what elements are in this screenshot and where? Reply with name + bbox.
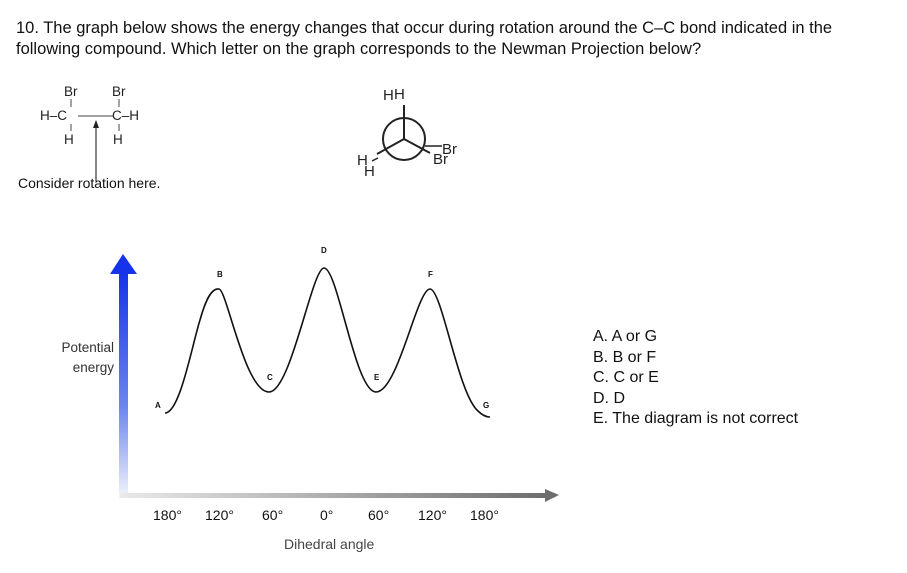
group-left: H–C bbox=[40, 108, 68, 123]
answer-e[interactable]: E. The diagram is not correct bbox=[593, 410, 799, 427]
answer-b[interactable]: B. B or F bbox=[593, 348, 657, 366]
point-label-g: G bbox=[483, 401, 490, 410]
point-label-c: C bbox=[267, 373, 273, 382]
energy-curve bbox=[164, 267, 491, 418]
x-tick-5: 60° bbox=[368, 507, 390, 523]
newman-back-bond-left bbox=[371, 157, 379, 162]
newman-bond-right bbox=[403, 138, 431, 154]
newman-front-right: Br bbox=[442, 141, 457, 158]
newman-bond-left bbox=[376, 138, 405, 155]
x-tick-4: 0° bbox=[320, 507, 334, 523]
y-axis-arrow-icon bbox=[110, 254, 137, 274]
y-axis-label: Potential energy bbox=[61, 340, 114, 375]
newman-front-left: H bbox=[357, 152, 368, 169]
answer-d[interactable]: D. D bbox=[593, 389, 625, 407]
answer-choices: A. A or G B. B or F C. C or E D. D E. Th… bbox=[593, 327, 798, 430]
group-right: C–H bbox=[112, 108, 140, 123]
question-text: 10. The graph below shows the energy cha… bbox=[16, 19, 833, 58]
x-tick-6: 120° bbox=[418, 507, 447, 523]
newman-back-top: H bbox=[394, 86, 405, 103]
point-label-d: D bbox=[321, 246, 327, 255]
newman-back-left: H bbox=[364, 163, 375, 180]
newman-projection bbox=[371, 105, 442, 162]
answer-a[interactable]: A. A or G bbox=[593, 328, 658, 345]
x-tick-2: 120° bbox=[205, 507, 234, 523]
molecule-bonds bbox=[70, 99, 120, 131]
atom-h-right: H bbox=[113, 132, 123, 147]
point-label-b: B bbox=[217, 270, 223, 279]
atom-h-left: H bbox=[64, 132, 74, 147]
x-tick-7: 180° bbox=[470, 507, 499, 523]
point-label-f: F bbox=[428, 270, 433, 279]
atom-br-right: Br bbox=[112, 84, 126, 99]
y-axis-bar bbox=[119, 272, 128, 498]
x-tick-1: 180° bbox=[153, 507, 182, 523]
rotation-arrow-icon bbox=[93, 120, 99, 181]
x-axis-arrow-icon bbox=[545, 489, 559, 502]
rotation-caption: Consider rotation here. bbox=[18, 175, 161, 191]
newman-back-right: Br bbox=[433, 151, 448, 168]
atom-br-left: Br bbox=[64, 84, 78, 99]
x-tick-3: 60° bbox=[262, 507, 284, 523]
x-axis-label: Dihedral angle bbox=[284, 536, 375, 552]
point-label-a: A bbox=[155, 401, 161, 410]
x-axis-bar bbox=[120, 493, 548, 498]
point-label-e: E bbox=[374, 373, 380, 382]
newman-front-top: H bbox=[383, 87, 394, 104]
answer-c[interactable]: C. C or E bbox=[593, 369, 659, 386]
